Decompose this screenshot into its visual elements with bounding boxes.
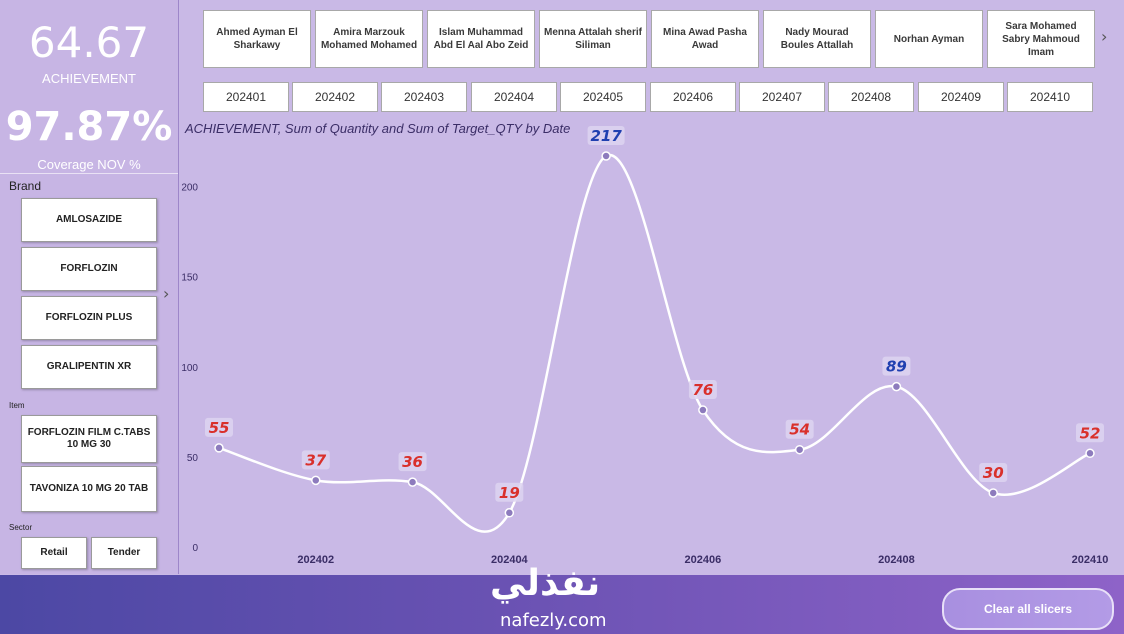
data-label: 89 [886,358,907,376]
data-label-bg [882,356,911,376]
rep-button[interactable]: Ahmed Ayman El Sharkawy [203,10,311,68]
chevron-right-icon[interactable]: › [163,284,170,303]
x-tick-label: 202408 [878,554,915,566]
data-label: 36 [402,453,423,471]
brand-item-forflozin[interactable]: FORFLOZIN [21,247,157,291]
data-point [698,405,708,415]
data-label-bg [979,462,1008,482]
data-point [214,443,224,453]
data-label-bg [1076,423,1104,443]
data-label-bg [205,417,233,437]
rep-button[interactable]: Nady Mourad Boules Attallah [763,10,871,68]
sector-label: Sector [9,523,33,532]
data-point [1085,448,1095,459]
brand-label: Brand [9,179,42,193]
divider [0,173,178,174]
y-tick-label: 150 [181,273,198,284]
y-tick-label: 0 [192,543,198,554]
rep-button[interactable]: Sara Mohamed Sabry Mahmoud Imam [987,10,1095,68]
coverage-label: Coverage NOV % [37,157,141,172]
x-tick-label: 202406 [685,554,722,566]
y-tick-label: 200 [181,183,198,194]
date-button[interactable]: 202409 [918,82,1004,112]
date-button[interactable]: 202406 [650,82,736,112]
coverage-value: 97.87% [5,104,173,150]
brand-item-forflozin-plus[interactable]: FORFLOZIN PLUS [21,296,157,340]
data-label: 55 [209,419,230,437]
data-label-bg [785,419,814,439]
data-label: 37 [305,451,326,469]
achievement-value: 64.67 [28,18,150,67]
x-tick-label: 202402 [297,554,334,566]
clear-all-slicers-button[interactable]: Clear all slicers [942,588,1114,630]
data-point [601,151,611,161]
rep-button[interactable]: Menna Attalah sherif Siliman [539,10,647,68]
rep-button[interactable]: Mina Awad Pasha Awad [651,10,759,68]
item-label: Item [9,401,25,410]
achievement-label: ACHIEVEMENT [42,71,136,86]
data-point [407,477,418,487]
data-label: 54 [789,421,810,439]
date-button[interactable]: 202403 [381,82,467,112]
data-label: 19 [499,484,520,502]
logo-domain: nafezly.com [500,610,607,631]
date-button[interactable]: 202410 [1007,82,1093,112]
rep-button[interactable]: Norhan Ayman [875,10,983,68]
left-panel: 64.67 ACHIEVEMENT 97.87% Coverage NOV % … [0,0,179,574]
data-label: 52 [1080,424,1101,442]
y-tick-label: 100 [181,363,198,374]
data-point [988,488,998,498]
chevron-right-icon[interactable]: › [1101,27,1108,46]
series-line [218,154,1091,533]
data-point [891,381,902,392]
y-tick-label: 50 [187,453,199,464]
item-forflozin-film[interactable]: FORFLOZIN FILM C.TABS 10 MG 30 [21,415,157,463]
data-point [504,508,515,518]
data-label-bg [301,450,330,470]
data-point [794,444,805,455]
data-label-bg [587,126,625,145]
logo-arabic: نفذلي [490,563,601,604]
data-label-bg [398,452,427,472]
data-label-bg [495,482,524,502]
sector-retail[interactable]: Retail [21,537,87,569]
data-point [311,475,321,486]
data-label: 217 [590,127,622,145]
rep-button[interactable]: Amira Marzouk Mohamed Mohamed [315,10,423,68]
rep-button[interactable]: Islam Muhammad Abd El Aal Abo Zeid [427,10,535,68]
data-label: 76 [692,381,713,399]
chart-title: ACHIEVEMENT, Sum of Quantity and Sum of … [185,121,571,136]
data-label-bg [688,380,717,400]
date-button[interactable]: 202405 [560,82,646,112]
footer-bar [0,575,1124,634]
sector-tender[interactable]: Tender [91,537,157,569]
date-button[interactable]: 202402 [292,82,378,112]
data-label: 30 [983,464,1004,482]
brand-item-gralipentin-xr[interactable]: GRALIPENTIN XR [21,345,157,389]
date-button[interactable]: 202401 [203,82,289,112]
x-tick-label: 202410 [1072,554,1109,566]
date-button[interactable]: 202407 [739,82,825,112]
brand-item-amlosazide[interactable]: AMLOSAZIDE [21,198,157,242]
date-button[interactable]: 202404 [471,82,557,112]
date-button[interactable]: 202408 [828,82,914,112]
item-tavoniza[interactable]: TAVONIZA 10 MG 20 TAB [21,466,157,512]
